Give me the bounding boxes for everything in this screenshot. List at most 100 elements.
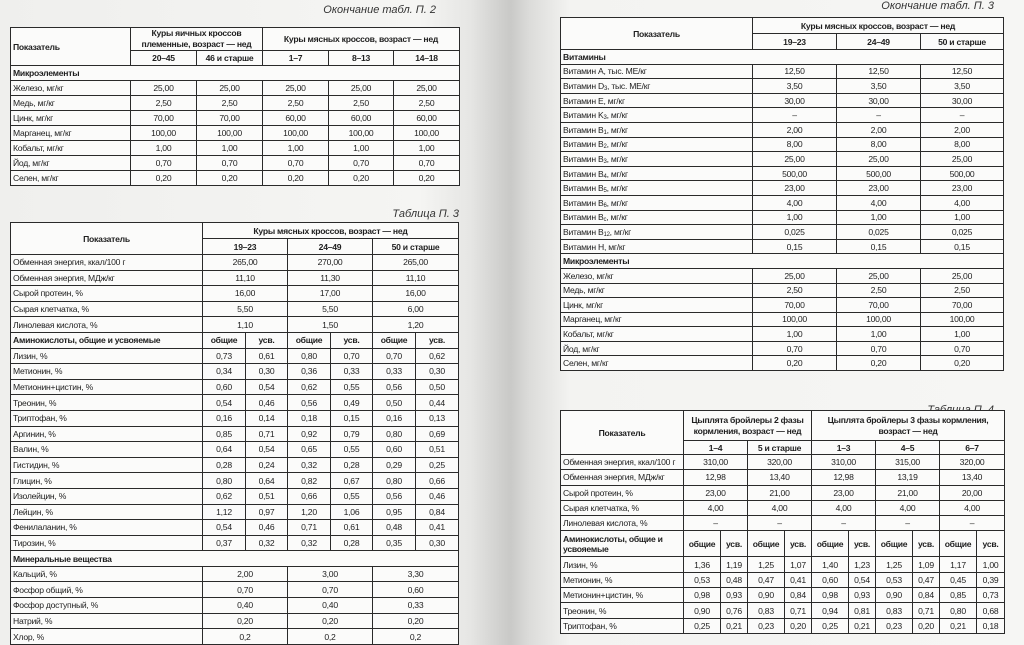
row-label-text: Селен, мг/кг (563, 358, 609, 369)
subcolumn-header: общие (747, 530, 785, 558)
age-header: 1–3 (811, 440, 876, 455)
row-label-subscript: 4 (603, 173, 607, 180)
value-cell: 0,28 (202, 456, 246, 474)
row-label: Сырая клетчатка, % (560, 499, 684, 517)
value-cell: 5,50 (287, 300, 373, 318)
table-row: Обменная энергия, МДж/кг 12,98 13,40 12,98 1… (560, 469, 1006, 486)
table-row: Цинк, мг/кг 70,00 70,00 70,00 (560, 297, 1004, 313)
section-heading: Микроэлементы (9, 65, 461, 81)
column-group-header: Куры мясных кроссов, возраст — нед (262, 27, 461, 51)
value-cell: 0,70 (130, 155, 197, 171)
value-cell: 25,00 (262, 80, 330, 96)
row-label: Метионин+цистин, % (560, 587, 684, 604)
value-cell: 0,2 (372, 628, 459, 645)
column-group-header: Цыплята бройлеры 3 фазы кормления, возра… (810, 410, 1006, 441)
value-cell: 0,61 (245, 347, 288, 365)
row-label-unit: , мг/кг (606, 110, 629, 121)
row-label-unit: , мг/кг (606, 168, 629, 179)
value-cell: 0,60 (202, 378, 246, 396)
row-label: Фенилаланин, % (10, 519, 203, 536)
age-header: 24–49 (836, 33, 921, 50)
value-cell: – (938, 515, 1006, 532)
value-cell: 0,83 (875, 602, 913, 619)
value-cell: 2,00 (202, 565, 288, 583)
value-cell: 1,25 (875, 556, 913, 573)
row-label: Селен, мг/кг (10, 170, 131, 186)
table-row: Витамин B5, мг/кг 23,00 23,00 23,00 (560, 180, 1004, 196)
row-label-unit: , мг/кг (606, 124, 629, 135)
row-label-subscript: 5 (603, 188, 607, 195)
value-cell: 3,50 (920, 78, 1004, 94)
table-row: Лизин, % 0,73 0,61 0,80 0,70 0,70 0,62 (10, 347, 459, 365)
value-cell: 0,32 (287, 534, 331, 552)
value-cell: 0,80 (372, 425, 416, 443)
table-row: Фенилаланин, % 0,54 0,46 0,71 0,61 0,48 0,41 (10, 519, 459, 536)
row-label: Сырой протеин, % (10, 285, 203, 302)
value-cell: 0,60 (811, 571, 849, 589)
value-cell: 1,12 (202, 503, 246, 521)
row-label-text: Лейцин, % (13, 506, 53, 517)
value-cell: 0,20 (262, 170, 330, 186)
table-row: Хлор, % 0,2 0,2 0,2 (10, 628, 459, 645)
row-label: Хлор, % (10, 628, 203, 645)
row-label-text: Линолевая кислота, % (563, 518, 648, 529)
value-cell: 0,71 (245, 425, 288, 443)
value-cell: 0,68 (975, 602, 1006, 619)
value-cell: 1,00 (130, 140, 197, 156)
table-row: Метионин, % 0,53 0,48 0,47 0,41 0,60 0,54 0,53 0… (560, 571, 1006, 589)
value-cell: 2,50 (393, 95, 461, 111)
value-cell: 20,00 (938, 484, 1006, 501)
row-label: Метионин, % (10, 363, 203, 380)
value-cell: 25,00 (195, 80, 264, 96)
value-cell: 23,00 (752, 180, 837, 196)
value-cell: 0,24 (245, 456, 288, 474)
value-cell: 0,49 (330, 394, 373, 411)
row-label: Витамин D3, тыс. МЕ/кг (560, 78, 753, 94)
value-cell: 0,54 (245, 378, 288, 396)
age-header: 1–7 (262, 50, 330, 66)
value-cell: 0,20 (195, 170, 264, 186)
value-cell: 30,00 (920, 92, 1004, 109)
value-cell: 0,69 (415, 425, 459, 443)
value-cell: 0,30 (415, 534, 459, 552)
row-label-text: Витамин B (563, 139, 604, 150)
row-label: Валин, % (10, 441, 203, 458)
table-row: Тирозин, % 0,37 0,32 0,32 0,28 0,35 0,30 (10, 534, 459, 552)
row-label-unit: , мг/кг (606, 197, 629, 208)
table-row: Марганец, мг/кг 100,00 100,00 100,00 (560, 311, 1004, 328)
value-cell: 0,50 (372, 394, 416, 411)
value-cell: 0,025 (836, 224, 921, 240)
value-cell: 23,00 (836, 180, 921, 196)
table-row: Медь, мг/кг 2,50 2,50 2,50 2,50 2,50 (10, 95, 461, 111)
value-cell: 0,98 (683, 587, 721, 604)
value-cell: 1,00 (393, 140, 461, 156)
table-row: Сырая клетчатка, % 4,00 4,00 4,00 4,00 4,00 (560, 499, 1006, 517)
value-cell: 0,20 (328, 170, 395, 186)
row-label: Цинк, мг/кг (560, 297, 753, 313)
value-cell: 1,00 (920, 209, 1004, 226)
section-heading: Микроэлементы (560, 253, 1004, 269)
row-label: Треонин, % (560, 602, 684, 619)
value-cell: 25,00 (752, 151, 837, 167)
table-row: Треонин, % 0,90 0,76 0,83 0,71 0,94 0,81 0,83 0,… (560, 602, 1006, 619)
value-cell: 0,23 (747, 617, 785, 634)
subcolumn-header: усв. (848, 530, 876, 558)
value-cell: 23,00 (683, 484, 748, 501)
value-cell: 0,2 (287, 628, 373, 645)
value-cell: 0,025 (752, 224, 837, 240)
row-label: Витамин H, мг/кг (560, 238, 753, 255)
row-label-unit: , мг/кг (606, 139, 629, 150)
value-cell: 0,55 (330, 487, 373, 505)
value-cell: 0,39 (975, 571, 1006, 589)
row-label-text: Лизин, % (13, 350, 48, 361)
value-cell: 0,71 (912, 602, 940, 619)
row-label-text: Обменная энергия, ккал/100 г (13, 257, 126, 268)
subcolumn-header: общие (875, 530, 913, 558)
row-label: Сырой протеин, % (560, 484, 684, 501)
value-cell: 0,50 (415, 378, 459, 396)
value-cell: 0,40 (202, 597, 288, 614)
value-cell: 4,00 (875, 499, 940, 517)
table-row: Сырой протеин, % 23,00 21,00 23,00 21,00 20,0… (560, 484, 1006, 501)
age-header: 6–7 (938, 440, 1006, 455)
value-cell: 0,32 (287, 456, 331, 474)
